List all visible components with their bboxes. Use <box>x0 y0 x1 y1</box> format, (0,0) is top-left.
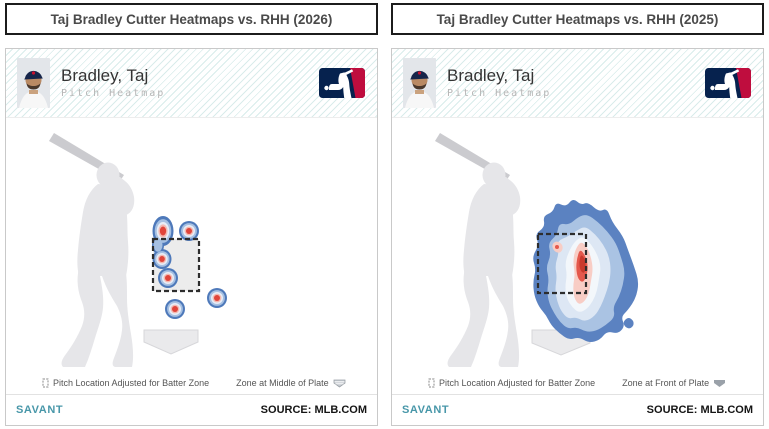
heatmap-chart-area: Pitch Location Adjusted for Batter Zone … <box>6 118 377 394</box>
mlb-logo-icon <box>319 68 365 98</box>
heatmap-chart-area: Pitch Location Adjusted for Batter Zone … <box>392 118 763 394</box>
strike-zone-outline <box>151 237 201 293</box>
footnote-zone-text: Zone at Front of Plate <box>622 378 710 388</box>
panel-title-text: Taj Bradley Cutter Heatmaps vs. RHH (202… <box>50 11 333 27</box>
plate-middle-icon <box>333 379 346 387</box>
panel-title: Taj Bradley Cutter Heatmaps vs. RHH (202… <box>5 3 378 35</box>
batter-silhouette <box>435 133 521 367</box>
footnote-zone-group: Zone at Middle of Plate <box>236 378 346 388</box>
batter-silhouette <box>49 133 135 367</box>
panel-title: Taj Bradley Cutter Heatmaps vs. RHH (202… <box>391 3 764 35</box>
chart-footnote: Pitch Location Adjusted for Batter Zone … <box>6 372 377 394</box>
pitch-heatmap-2025 <box>435 133 639 367</box>
footnote-zone-group: Zone at Front of Plate <box>622 378 726 388</box>
source-credit: SOURCE: MLB.COM <box>646 404 753 416</box>
player-name-block: Bradley, Taj Pitch Heatmap <box>61 65 319 100</box>
plate-front-icon <box>714 379 726 387</box>
footnote-adjust-text: Pitch Location Adjusted for Batter Zone <box>53 378 210 388</box>
home-plate <box>143 329 199 355</box>
heatmap-card: Bradley, Taj Pitch Heatmap Pitch Locatio… <box>391 48 764 426</box>
panel-2025: Taj Bradley Cutter Heatmaps vs. RHH (202… <box>391 3 764 426</box>
footnote-adjust-group: Pitch Location Adjusted for Batter Zone <box>428 378 595 388</box>
card-subtitle: Pitch Heatmap <box>61 88 166 100</box>
card-subtitle: Pitch Heatmap <box>447 88 552 100</box>
panel-title-text: Taj Bradley Cutter Heatmaps vs. RHH (202… <box>436 11 719 27</box>
pitch-heatmap-2026 <box>49 133 227 367</box>
panel-2026: Taj Bradley Cutter Heatmaps vs. RHH (202… <box>5 3 378 426</box>
heatmap-card: Bradley, Taj Pitch Heatmap Pitch Locatio… <box>5 48 378 426</box>
source-credit: SOURCE: MLB.COM <box>260 404 367 416</box>
player-name-block: Bradley, Taj Pitch Heatmap <box>447 65 705 100</box>
card-footer: SAVANT SOURCE: MLB.COM <box>392 394 763 425</box>
batter-zone-icon <box>42 378 49 388</box>
player-headshot <box>403 58 436 108</box>
card-header: Bradley, Taj Pitch Heatmap <box>6 49 377 118</box>
player-name: Bradley, Taj <box>447 65 535 85</box>
player-name: Bradley, Taj <box>61 65 149 85</box>
savant-wordmark: SAVANT <box>402 404 450 416</box>
footnote-zone-text: Zone at Middle of Plate <box>236 378 329 388</box>
footnote-adjust-group: Pitch Location Adjusted for Batter Zone <box>42 378 209 388</box>
batter-zone-icon <box>428 378 435 388</box>
card-header: Bradley, Taj Pitch Heatmap <box>392 49 763 118</box>
savant-wordmark: SAVANT <box>16 404 64 416</box>
footnote-adjust-text: Pitch Location Adjusted for Batter Zone <box>439 378 596 388</box>
player-headshot <box>17 58 50 108</box>
mlb-logo-icon <box>705 68 751 98</box>
chart-footnote: Pitch Location Adjusted for Batter Zone … <box>392 372 763 394</box>
strike-zone-outline <box>536 232 588 295</box>
card-footer: SAVANT SOURCE: MLB.COM <box>6 394 377 425</box>
